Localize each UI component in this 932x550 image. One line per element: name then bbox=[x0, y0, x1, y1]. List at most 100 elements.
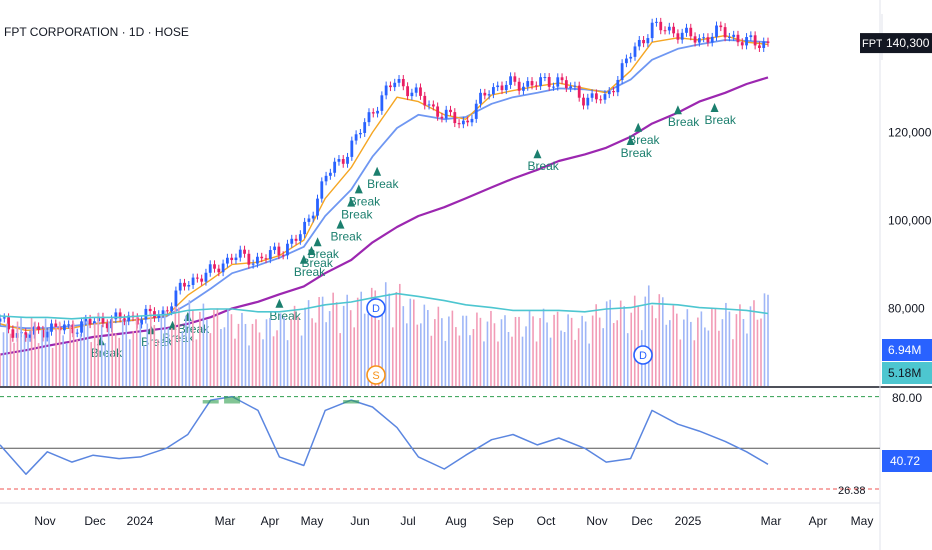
candle-body bbox=[569, 86, 573, 89]
volume-bar bbox=[69, 325, 71, 386]
candle-body bbox=[736, 34, 740, 43]
volume-bar bbox=[104, 343, 107, 386]
candle-body bbox=[517, 81, 521, 91]
volume-bar bbox=[721, 319, 724, 386]
break-marker-icon bbox=[354, 184, 363, 194]
volume-bar bbox=[367, 314, 370, 386]
candle-body bbox=[560, 77, 564, 81]
volume-bar bbox=[598, 317, 601, 386]
volume-bar bbox=[405, 323, 408, 386]
volume-bar bbox=[23, 334, 26, 386]
candle-body bbox=[710, 36, 714, 43]
break-marker-icon bbox=[183, 312, 192, 321]
volume-bar bbox=[605, 301, 608, 386]
candle-body bbox=[539, 77, 543, 87]
volume-bar bbox=[251, 323, 254, 386]
volume-bar bbox=[697, 317, 699, 386]
volume-bar bbox=[174, 306, 177, 386]
volume-bar bbox=[654, 318, 657, 386]
candle-body bbox=[230, 257, 234, 261]
split-marker[interactable]: S bbox=[366, 365, 386, 385]
volume-bar bbox=[157, 339, 159, 386]
volume-bar bbox=[237, 323, 240, 386]
candle-body bbox=[444, 109, 448, 119]
candle-body bbox=[745, 37, 748, 46]
volume-bar bbox=[58, 321, 61, 386]
volume-bar bbox=[490, 310, 492, 386]
volume-bar bbox=[128, 339, 131, 386]
candle-body bbox=[140, 319, 143, 325]
dividend-marker-2[interactable]: D bbox=[633, 345, 653, 365]
candle-body bbox=[92, 321, 96, 325]
candle-body bbox=[307, 218, 311, 222]
volume-bar bbox=[391, 327, 394, 386]
break-label: Break bbox=[705, 113, 737, 127]
volume-bar bbox=[388, 293, 391, 386]
candle-body bbox=[427, 104, 431, 106]
x-tick-label: Apr bbox=[809, 514, 828, 528]
volume-label: 6.94M bbox=[888, 343, 921, 357]
volume-bar bbox=[153, 325, 156, 386]
candle-body bbox=[157, 314, 161, 318]
candle-body bbox=[2, 317, 6, 319]
candle-body bbox=[101, 316, 105, 324]
candle-body bbox=[37, 326, 41, 330]
volume-bar bbox=[41, 329, 43, 386]
volume-bar bbox=[114, 333, 117, 386]
volume-bar bbox=[476, 312, 478, 386]
candle-body bbox=[414, 87, 418, 93]
dividend-marker[interactable]: D bbox=[366, 298, 386, 318]
volume-bar bbox=[458, 335, 461, 386]
volume-bar bbox=[469, 335, 471, 386]
volume-bar bbox=[756, 319, 759, 386]
break-marker-icon bbox=[307, 246, 316, 255]
candle-body bbox=[45, 331, 49, 338]
candle-body bbox=[500, 85, 504, 91]
candle-body bbox=[685, 27, 688, 33]
volume-bar bbox=[360, 291, 363, 386]
candle-body bbox=[431, 104, 435, 107]
candle-body bbox=[161, 310, 165, 315]
volume-bar bbox=[167, 327, 170, 386]
candle-body bbox=[213, 264, 216, 269]
x-axis: Nov Dec 2024 Mar Apr May Jun Jul Aug Sep Oct Nov Dec… bbox=[34, 514, 873, 528]
volume-bar bbox=[318, 297, 320, 386]
volume-bar bbox=[525, 326, 527, 386]
candle-body bbox=[504, 84, 508, 91]
volume-bar bbox=[314, 322, 317, 386]
candle-body bbox=[543, 77, 547, 79]
osc-value-box bbox=[882, 450, 932, 472]
volume-bar bbox=[732, 339, 734, 386]
candle-body bbox=[118, 312, 122, 319]
event-markers[interactable]: D S D bbox=[366, 298, 653, 385]
volume-bar bbox=[206, 319, 208, 386]
volume-bar bbox=[107, 321, 110, 386]
volume-bar bbox=[742, 319, 745, 386]
volume-bar bbox=[363, 313, 366, 386]
volume-bar bbox=[497, 341, 499, 386]
x-tick-label: Mar bbox=[761, 514, 782, 528]
candle-body bbox=[84, 318, 88, 322]
candle-body bbox=[401, 78, 405, 87]
volume-bar bbox=[612, 323, 615, 386]
candle-body bbox=[286, 243, 289, 256]
volume-bar bbox=[311, 318, 313, 386]
candle-body bbox=[573, 85, 577, 87]
volume-bar bbox=[690, 321, 692, 386]
volume-bar bbox=[616, 320, 619, 386]
volume-bar bbox=[34, 321, 36, 386]
volume-bar bbox=[623, 306, 626, 386]
candle-body bbox=[449, 109, 452, 113]
candle-body bbox=[693, 36, 697, 43]
volume-bar bbox=[633, 295, 636, 386]
candle-body bbox=[556, 77, 560, 87]
volume-bar bbox=[588, 343, 590, 386]
volume-bar bbox=[553, 314, 555, 386]
break-label: Break bbox=[349, 194, 381, 208]
volume-bar bbox=[255, 319, 257, 386]
volume-bar bbox=[395, 291, 398, 386]
oscillator-pane bbox=[0, 395, 880, 490]
volume-bar bbox=[27, 333, 29, 386]
volume-bar bbox=[304, 307, 306, 386]
